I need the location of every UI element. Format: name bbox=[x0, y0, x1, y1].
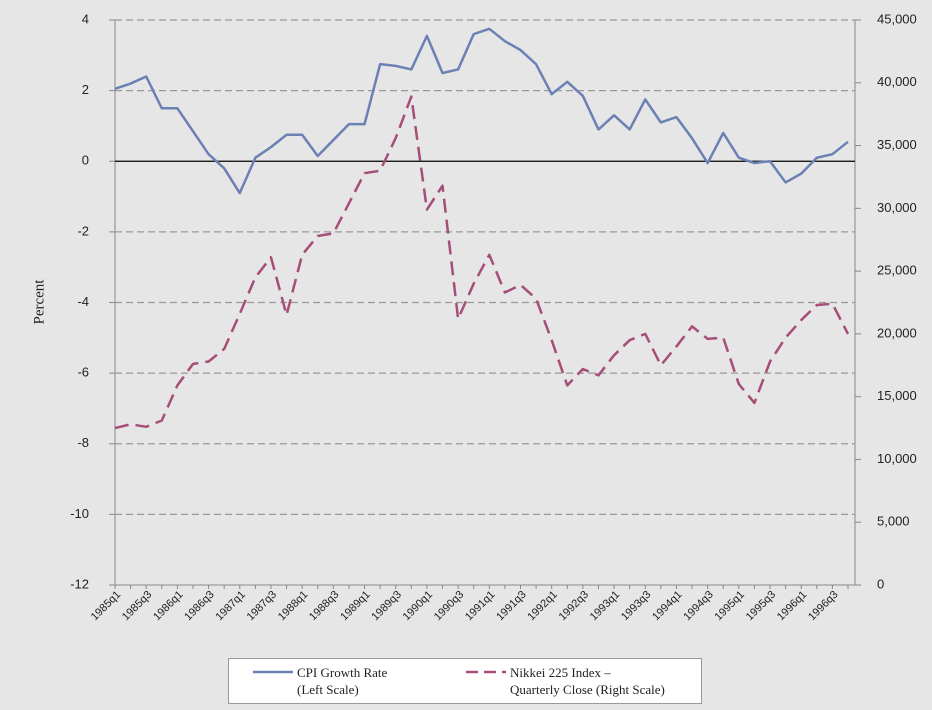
x-tick-label: 1986q1 bbox=[151, 589, 185, 623]
chart: Percent -12 -10 -8 -6 -4 -2 0 2 4 0 5,000 10,000 15,… bbox=[31, 11, 917, 623]
x-tick-label: 1985q3 bbox=[120, 589, 154, 623]
y-tick-label: 2 bbox=[82, 82, 89, 97]
y-tick-label: -2 bbox=[77, 223, 89, 238]
y-tick-label: -12 bbox=[70, 576, 89, 591]
legend-entry: CPI Growth Rate (Left Scale) bbox=[251, 664, 387, 698]
x-tick-label: 1986q3 bbox=[182, 589, 216, 623]
x-tick-label: 1996q3 bbox=[806, 589, 840, 623]
series-line bbox=[114, 95, 850, 430]
x-tick-label: 1993q1 bbox=[588, 589, 622, 623]
legend-swatch bbox=[466, 670, 506, 674]
x-tick-label: 1994q1 bbox=[650, 589, 684, 623]
y2-tick-label: 0 bbox=[877, 576, 884, 591]
y2-tick-label: 5,000 bbox=[877, 514, 910, 529]
legend-entry: Nikkei 225 Index – Quarterly Close (Righ… bbox=[464, 664, 665, 698]
y2-tick-label: 20,000 bbox=[877, 325, 917, 340]
y2-tick-label: 25,000 bbox=[877, 263, 917, 278]
x-tick-label: 1995q1 bbox=[713, 589, 747, 623]
y-tick-label: 4 bbox=[82, 11, 89, 26]
x-tick-label: 1993q3 bbox=[619, 589, 653, 623]
y-axis-label: Percent bbox=[31, 279, 47, 325]
y2-tick-label: 45,000 bbox=[877, 11, 917, 26]
x-tick-label: 1985q1 bbox=[89, 589, 123, 623]
x-tick-label: 1990q3 bbox=[432, 589, 466, 623]
y2-tick-label: 10,000 bbox=[877, 451, 917, 466]
legend-swatch bbox=[253, 670, 293, 674]
x-tick-label: 1992q1 bbox=[525, 589, 559, 623]
x-tick-label: 1989q3 bbox=[369, 589, 403, 623]
series-line bbox=[114, 27, 849, 195]
legend-label: CPI Growth Rate (Left Scale) bbox=[297, 665, 388, 697]
legend-label: Nikkei 225 Index – Quarterly Close (Righ… bbox=[510, 665, 665, 697]
x-tick-label: 1991q1 bbox=[463, 589, 497, 623]
x-tick-label: 1994q3 bbox=[681, 589, 715, 623]
x-tick-label: 1996q1 bbox=[775, 589, 809, 623]
x-tick-label: 1987q1 bbox=[213, 589, 247, 623]
y2-tick-label: 40,000 bbox=[877, 74, 917, 89]
y2-tick-label: 15,000 bbox=[877, 388, 917, 403]
x-tick-label: 1992q3 bbox=[557, 589, 591, 623]
x-tick-label: 1991q3 bbox=[494, 589, 528, 623]
x-tick-label: 1988q1 bbox=[276, 589, 310, 623]
y-tick-label: 0 bbox=[82, 153, 89, 168]
y-tick-label: -8 bbox=[77, 435, 89, 450]
y2-tick-label: 35,000 bbox=[877, 137, 917, 152]
x-tick-label: 1987q3 bbox=[245, 589, 279, 623]
y2-tick-label: 30,000 bbox=[877, 200, 917, 215]
legend: CPI Growth Rate (Left Scale) Nikkei 225 I… bbox=[228, 658, 702, 704]
x-tick-label: 1988q3 bbox=[307, 589, 341, 623]
y-tick-label: -6 bbox=[77, 365, 89, 380]
x-tick-label: 1995q3 bbox=[744, 589, 778, 623]
y-tick-label: -4 bbox=[77, 294, 89, 309]
y-tick-label: -10 bbox=[70, 506, 89, 521]
x-tick-label: 1990q1 bbox=[401, 589, 435, 623]
x-tick-label: 1989q1 bbox=[338, 589, 372, 623]
